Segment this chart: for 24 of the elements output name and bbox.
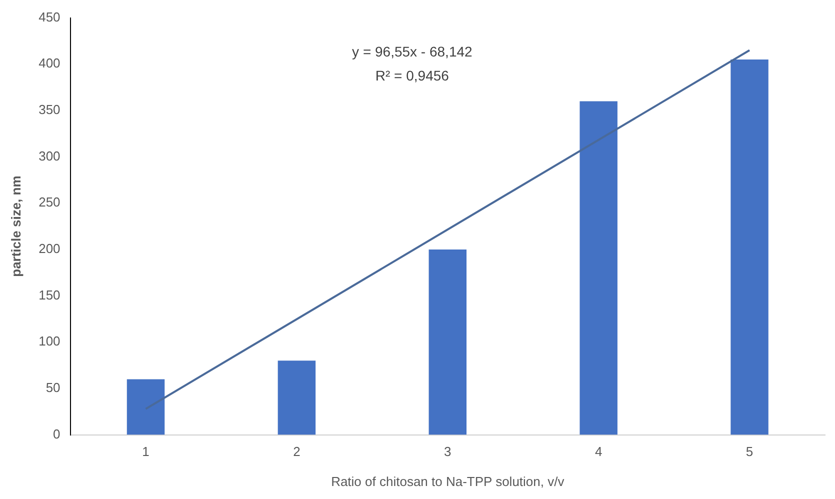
y-tick-label: 100 (38, 334, 60, 349)
x-tick-label: 5 (746, 444, 754, 460)
x-tick-label: 3 (444, 444, 452, 460)
x-tick-label: 2 (293, 444, 300, 460)
annotation: y = 96,55x - 68,142 (352, 44, 473, 60)
y-tick-label: 200 (38, 241, 60, 256)
bar (730, 60, 768, 435)
bar (428, 249, 467, 435)
y-tick-label: 350 (38, 102, 60, 118)
y-tick-label: 250 (38, 194, 60, 210)
annotation: R² = 0,9456 (375, 68, 450, 84)
y-tick-label: 300 (38, 148, 60, 164)
bar (580, 101, 618, 435)
x-tick-label: 1 (142, 444, 150, 460)
x-axis-title: Ratio of chitosan to Na-TPP solution, v/v (331, 474, 565, 489)
y-tick-label: 50 (46, 380, 60, 396)
x-tick-label: 4 (594, 444, 602, 460)
y-tick-label: 400 (38, 56, 60, 71)
y-axis-title: particle size, nm (8, 176, 24, 277)
y-tick-label: 150 (38, 287, 60, 302)
y-tick-label: 0 (53, 426, 60, 442)
bar (278, 360, 316, 435)
y-tick-label: 450 (38, 9, 60, 24)
bar (126, 379, 165, 435)
